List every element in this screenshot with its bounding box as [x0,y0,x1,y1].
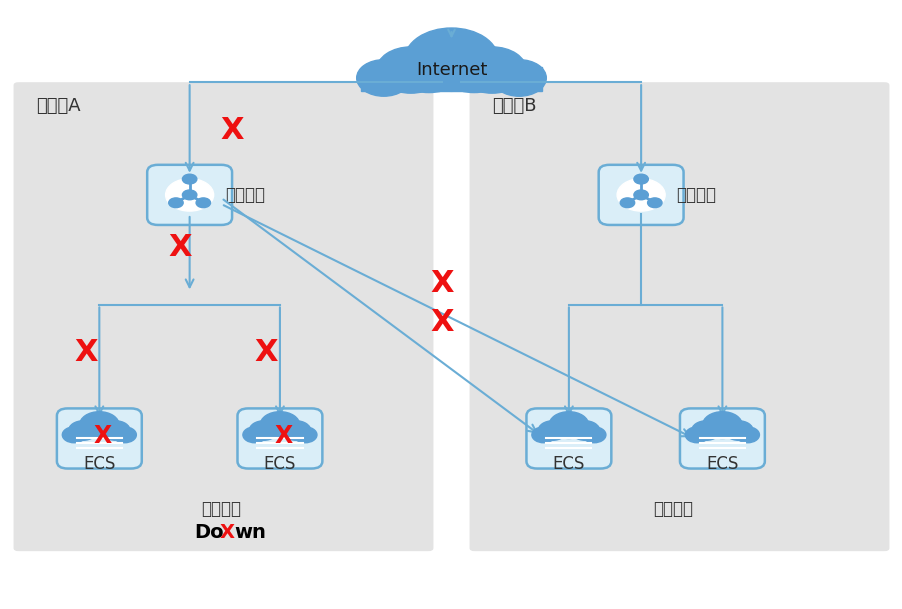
Circle shape [113,427,136,443]
Circle shape [196,198,210,208]
Circle shape [492,60,546,96]
Circle shape [281,421,310,440]
Circle shape [356,60,410,96]
Circle shape [101,421,130,440]
Text: 负载均衡: 负载均衡 [225,186,264,204]
Circle shape [62,427,86,443]
FancyBboxPatch shape [14,82,433,551]
Text: X: X [430,308,454,337]
FancyBboxPatch shape [469,82,888,551]
Text: ECS: ECS [83,455,115,473]
Circle shape [79,412,119,438]
FancyBboxPatch shape [526,409,611,468]
Circle shape [531,427,555,443]
Circle shape [735,427,759,443]
Text: ECS: ECS [705,455,738,473]
Circle shape [243,427,266,443]
Circle shape [404,28,498,91]
Bar [251,426,308,437]
Text: wn: wn [234,523,265,543]
Text: X: X [94,424,112,448]
Circle shape [647,198,661,208]
Circle shape [582,427,605,443]
Text: 可用区B: 可用区B [492,97,536,116]
Text: Do: Do [194,523,224,543]
Circle shape [249,421,278,440]
Text: 负载均衡: 负载均衡 [676,186,715,204]
Circle shape [633,190,648,200]
Bar [70,426,128,437]
Circle shape [702,412,741,438]
Circle shape [182,174,197,184]
Circle shape [538,421,566,440]
Text: X: X [219,523,235,543]
Text: Internet: Internet [415,61,487,79]
Circle shape [69,421,97,440]
FancyBboxPatch shape [237,409,322,468]
Circle shape [691,421,720,440]
Circle shape [260,412,299,438]
Text: X: X [430,269,454,298]
Text: ECS: ECS [552,455,584,473]
FancyBboxPatch shape [57,409,142,468]
Text: X: X [169,233,192,262]
Circle shape [293,427,317,443]
FancyBboxPatch shape [598,165,683,225]
Circle shape [437,44,510,93]
Bar [539,426,597,437]
Circle shape [457,47,526,93]
Text: ECS: ECS [263,455,296,473]
Circle shape [165,178,214,211]
Circle shape [616,178,665,211]
Circle shape [182,190,197,200]
Text: 备可用区: 备可用区 [652,499,692,518]
Circle shape [376,47,445,93]
Circle shape [570,421,599,440]
Circle shape [723,421,752,440]
Circle shape [169,198,183,208]
Text: 主可用区: 主可用区 [201,499,241,518]
Text: X: X [274,424,292,448]
Circle shape [548,412,588,438]
Circle shape [633,174,648,184]
Text: 可用区A: 可用区A [36,97,80,116]
Bar [361,67,541,91]
Circle shape [620,198,634,208]
FancyBboxPatch shape [147,165,232,225]
Circle shape [392,44,465,93]
Text: X: X [254,338,278,367]
Text: X: X [74,338,97,367]
Bar [693,426,750,437]
FancyBboxPatch shape [679,409,764,468]
Text: X: X [220,116,244,146]
Circle shape [685,427,708,443]
